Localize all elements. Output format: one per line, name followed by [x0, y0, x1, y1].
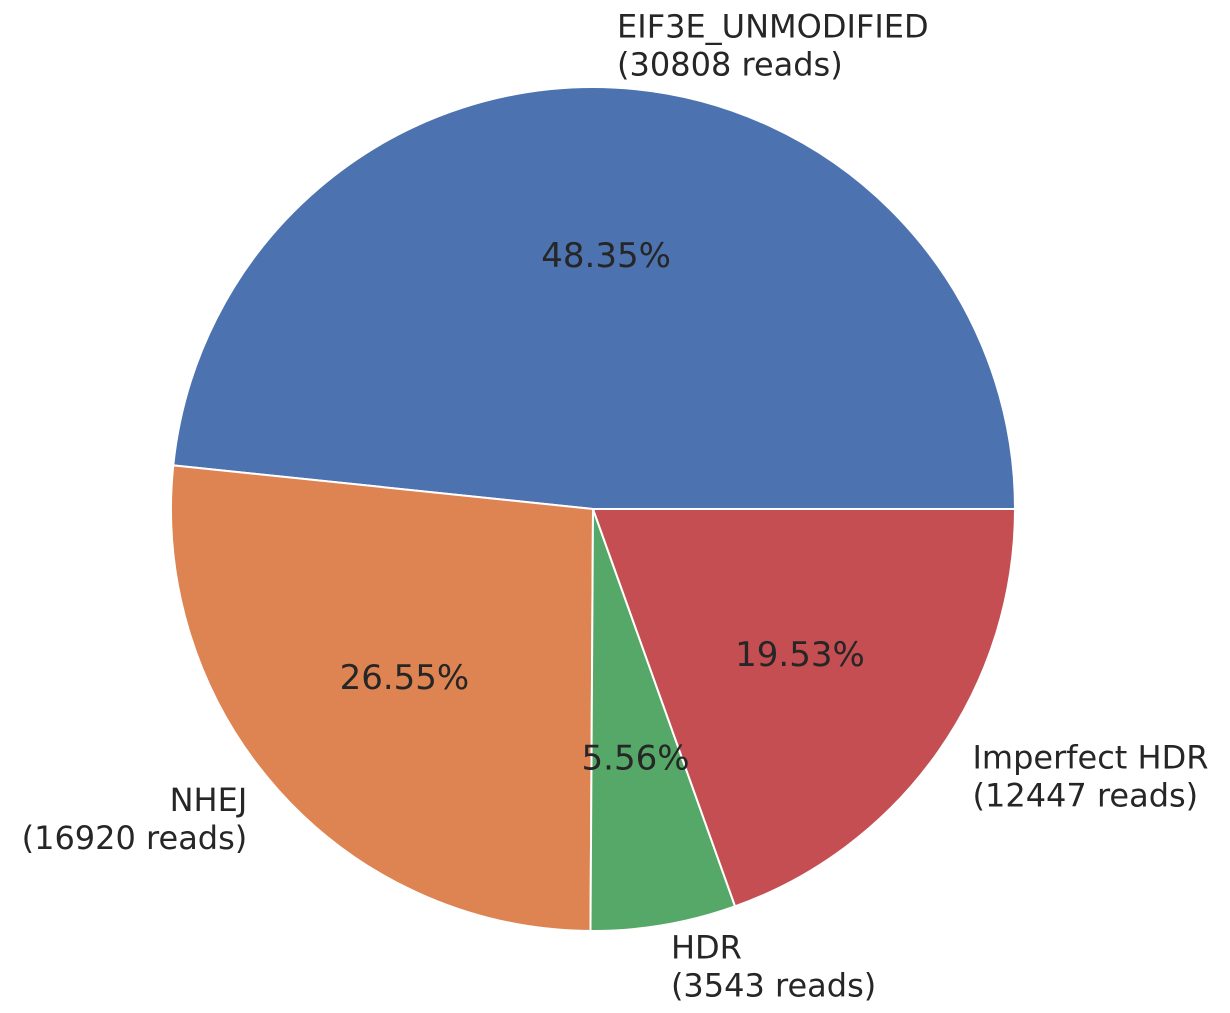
category-label-eif3e-unmodified: EIF3E_UNMODIFIED (30808 reads) — [617, 7, 929, 83]
category-label-nhej: NHEJ (16920 reads) — [22, 781, 248, 857]
pie-slice-hdr — [589, 508, 737, 932]
category-label-imperfect-hdr: Imperfect HDR (12447 reads) — [972, 738, 1208, 814]
category-reads: (16920 reads) — [22, 819, 248, 857]
percent-label-imperfect-hdr: 19.53% — [735, 635, 865, 675]
percent-labels: 48.35% 26.55% 5.56% 19.53% — [340, 236, 865, 778]
pie-slice-nhej — [170, 464, 594, 932]
percent-label-eif3e-unmodified: 48.35% — [541, 236, 671, 276]
category-reads: (30808 reads) — [617, 45, 843, 83]
percent-label-hdr: 5.56% — [582, 739, 690, 779]
pie-slice-eif3e-unmodified — [172, 86, 1016, 510]
pie-slices — [170, 86, 1016, 932]
percent-label-nhej: 26.55% — [340, 658, 470, 698]
category-name: EIF3E_UNMODIFIED — [617, 7, 929, 45]
pie-slice-imperfect-hdr — [592, 508, 1016, 908]
category-labels: EIF3E_UNMODIFIED (30808 reads) NHEJ (16920 … — [22, 7, 1209, 1004]
category-reads: (3543 reads) — [671, 967, 876, 1005]
category-label-hdr: HDR (3543 reads) — [671, 929, 876, 1005]
category-name: Imperfect HDR — [972, 738, 1208, 776]
category-reads: (12447 reads) — [972, 776, 1198, 814]
category-name: NHEJ — [170, 781, 248, 819]
category-name: HDR — [671, 929, 742, 967]
